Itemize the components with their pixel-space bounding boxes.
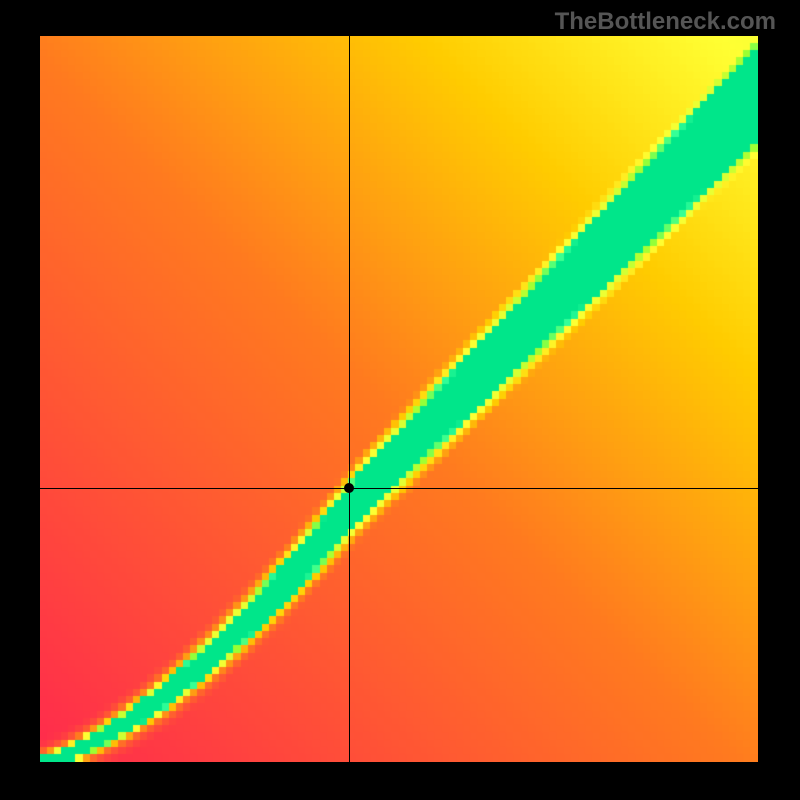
watermark-text: TheBottleneck.com: [555, 8, 776, 36]
crosshair-marker: [344, 483, 354, 493]
heatmap-canvas: [40, 36, 758, 762]
heatmap-plot: [40, 36, 758, 762]
crosshair-vertical: [349, 36, 350, 762]
crosshair-horizontal: [40, 488, 758, 489]
chart-container: TheBottleneck.com: [0, 0, 800, 800]
